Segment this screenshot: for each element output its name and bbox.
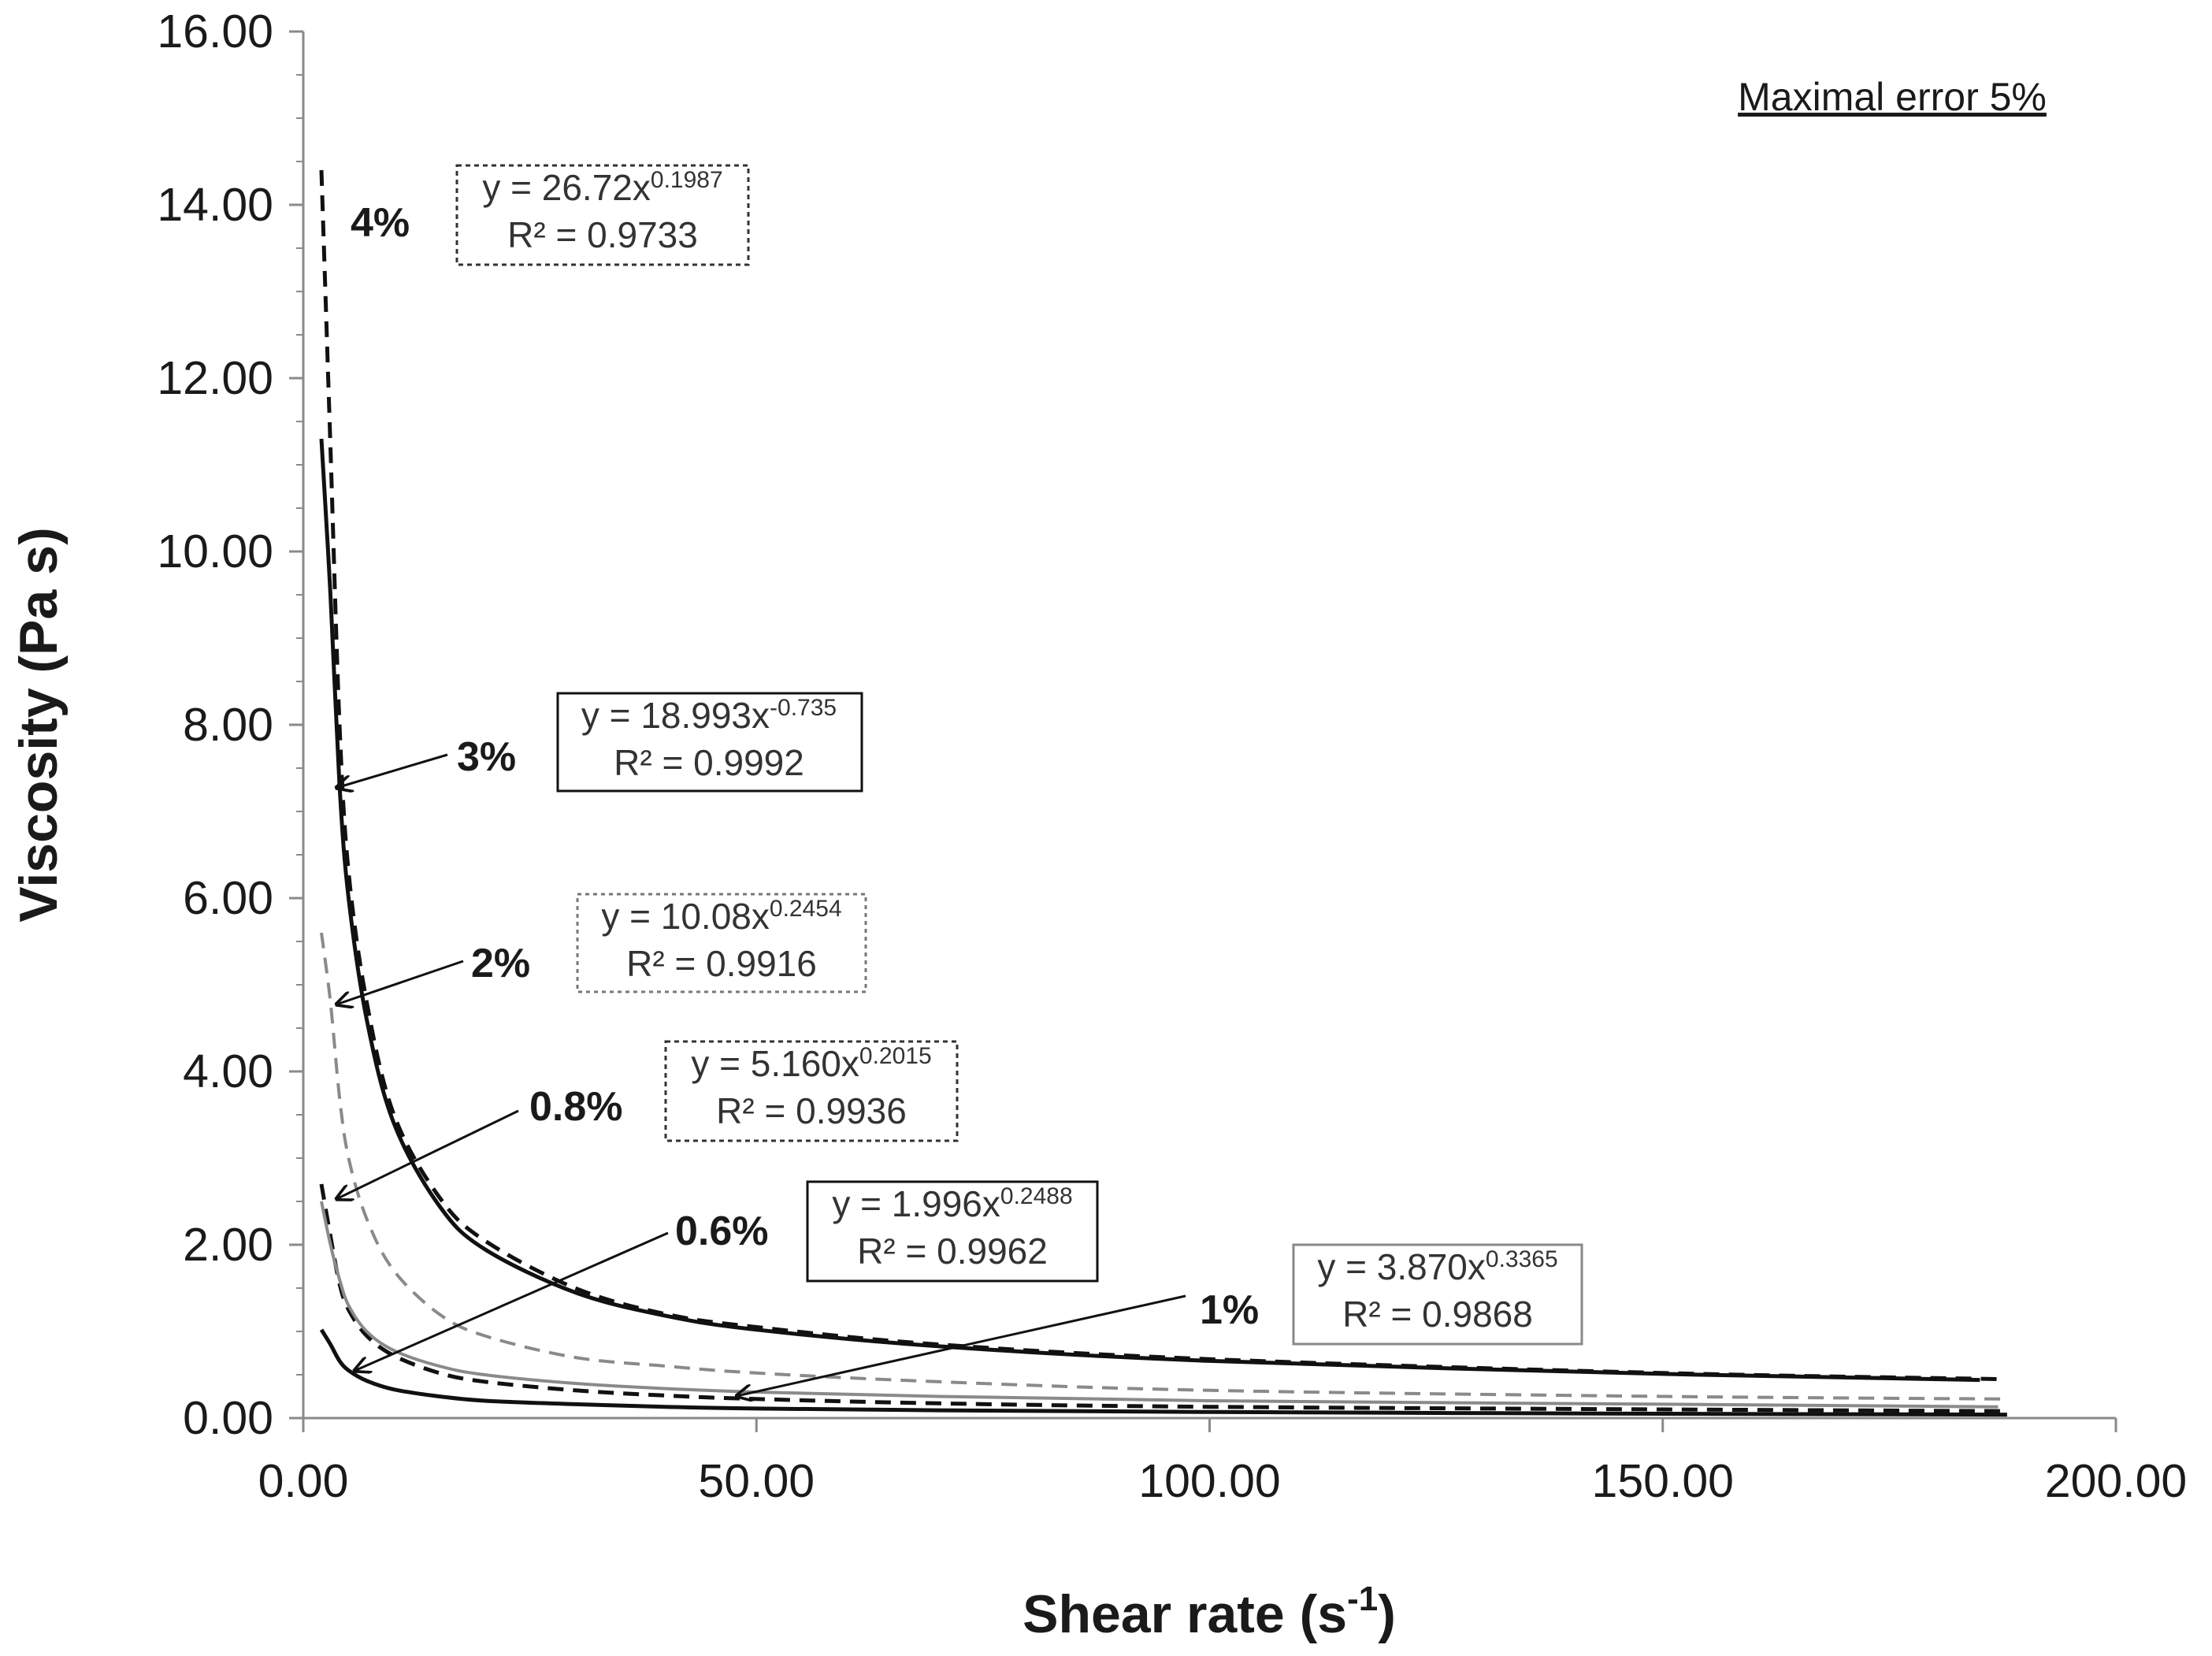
svg-text:y = 18.993x-0.735: y = 18.993x-0.735 — [581, 695, 837, 736]
arrow-2pct — [336, 960, 464, 1004]
y-tick-label: 10.00 — [157, 525, 273, 577]
svg-text:R² = 0.9992: R² = 0.9992 — [614, 742, 804, 783]
svg-text:y = 1.996x0.2488: y = 1.996x0.2488 — [832, 1183, 1072, 1224]
y-tick-label: 4.00 — [183, 1045, 273, 1097]
max-error-note: Maximal error 5% — [1738, 75, 2047, 119]
equation-box-0-8pct: y = 5.160x0.2015 R² = 0.9936 — [664, 1040, 959, 1142]
y-tick-label: 16.00 — [157, 6, 273, 58]
equation-box-4pct: y = 26.72x0.1987 R² = 0.9733 — [455, 164, 750, 266]
label-4pct: 4% — [351, 200, 410, 246]
y-tick-label: 8.00 — [183, 699, 273, 751]
series-line-2pct — [320, 932, 2007, 1401]
x-axis-title: Shear rate (s-1) — [1022, 1580, 1396, 1644]
label-3pct: 3% — [457, 734, 516, 780]
y-axis-title: Viscosity (Pa s) — [9, 527, 69, 922]
label-1pct: 1% — [1200, 1287, 1259, 1333]
arrow-0-6pct — [354, 1231, 669, 1371]
equation-box-3pct: y = 18.993x-0.735 R² = 0.9992 — [556, 692, 863, 793]
arrow-1pct — [737, 1294, 1186, 1396]
arrow-3pct — [336, 753, 448, 788]
svg-text:R² = 0.9916: R² = 0.9916 — [626, 943, 817, 984]
svg-text:R² = 0.9962: R² = 0.9962 — [857, 1231, 1048, 1272]
series-line-1pct — [319, 1183, 2007, 1413]
y-tick-label: 2.00 — [183, 1219, 273, 1271]
svg-text:y = 5.160x0.2015: y = 5.160x0.2015 — [691, 1043, 931, 1084]
series-line-0-8pct — [320, 1201, 1999, 1409]
equation-box-2pct: y = 10.08x0.2454 R² = 0.9916 — [576, 893, 867, 993]
x-tick-label: 0.00 — [258, 1455, 349, 1507]
x-tick-label: 200.00 — [2045, 1455, 2187, 1507]
label-0-6pct: 0.6% — [675, 1209, 769, 1254]
svg-text:y = 26.72x0.1987: y = 26.72x0.1987 — [482, 167, 722, 208]
svg-text:R² = 0.9936: R² = 0.9936 — [716, 1090, 907, 1131]
svg-text:R² = 0.9733: R² = 0.9733 — [507, 214, 698, 255]
y-tick-label: 6.00 — [183, 872, 273, 924]
x-axis-ticks: 0.00 50.00 100.00 150.00 200.00 — [258, 1418, 2187, 1507]
series-line-3pct — [319, 438, 1980, 1383]
y-tick-label: 0.00 — [183, 1392, 273, 1444]
label-0-8pct: 0.8% — [529, 1084, 623, 1130]
arrow-0-8pct — [336, 1109, 519, 1199]
x-tick-label: 50.00 — [698, 1455, 815, 1507]
equation-box-1pct: y = 3.870x0.3365 R² = 0.9868 — [1292, 1243, 1583, 1346]
y-axis-ticks: 0.00 2.00 4.00 6.00 8.00 10.00 12.00 14.00 16.00 — [157, 6, 303, 1444]
x-axis-title-superscript: -1 — [1347, 1580, 1378, 1618]
label-2pct: 2% — [471, 941, 530, 986]
svg-text:y = 3.870x0.3365: y = 3.870x0.3365 — [1317, 1246, 1557, 1287]
y-tick-label: 14.00 — [157, 179, 273, 231]
x-tick-label: 150.00 — [1592, 1455, 1734, 1507]
svg-text:R² = 0.9868: R² = 0.9868 — [1342, 1294, 1533, 1335]
series-layer — [319, 169, 2007, 1417]
svg-text:y = 10.08x0.2454: y = 10.08x0.2454 — [601, 896, 841, 937]
series-line-0-6pct — [319, 1328, 2007, 1417]
y-tick-label: 12.00 — [157, 352, 273, 404]
x-tick-label: 100.00 — [1138, 1455, 1280, 1507]
equation-box-0-6pct: y = 1.996x0.2488 R² = 0.9962 — [806, 1180, 1099, 1283]
